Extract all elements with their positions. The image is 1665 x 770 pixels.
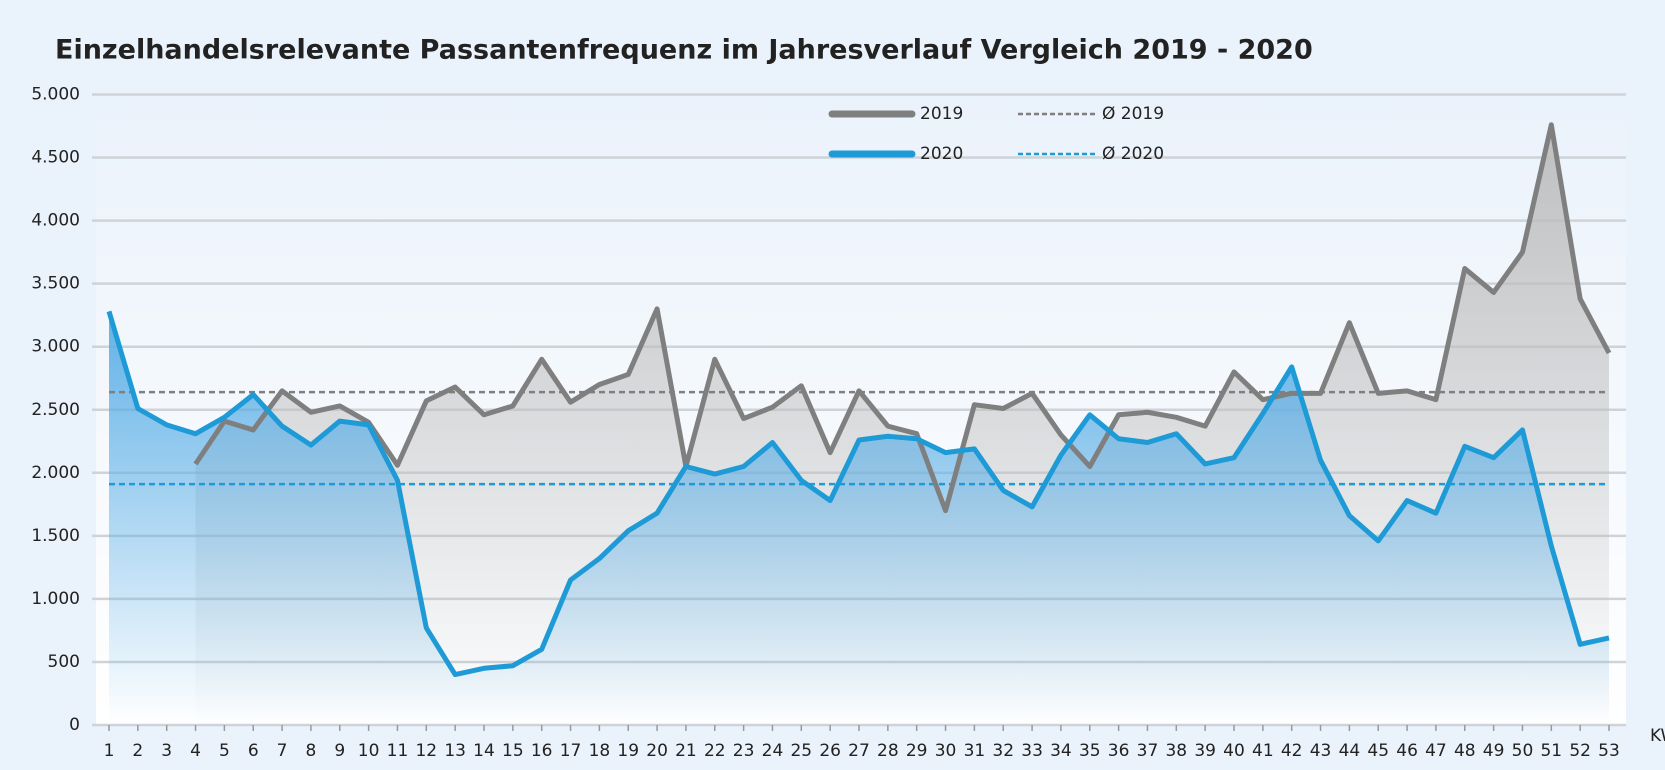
x-tick-label: 20: [646, 741, 668, 761]
x-tick-label: 32: [992, 741, 1014, 761]
x-tick-label: 52: [1569, 741, 1591, 761]
x-tick-label: 11: [387, 741, 409, 761]
legend-label: 2020: [920, 144, 963, 164]
x-tick-label: 13: [444, 741, 466, 761]
x-tick-label: 34: [1050, 741, 1072, 761]
y-tick-label: 4.000: [31, 211, 80, 231]
x-tick-label: 50: [1512, 741, 1534, 761]
x-tick-label: 21: [675, 741, 697, 761]
chart-title: Einzelhandelsrelevante Passantenfrequenz…: [55, 35, 1313, 66]
x-tick-label: 36: [1108, 741, 1130, 761]
x-tick-label: 33: [1021, 741, 1043, 761]
y-tick-label: 2.000: [31, 463, 80, 483]
x-tick-label: 45: [1367, 741, 1389, 761]
x-tick-label: 25: [790, 741, 812, 761]
x-tick-label: 27: [848, 741, 870, 761]
x-tick-label: 10: [358, 741, 380, 761]
x-tick-label: 41: [1252, 741, 1274, 761]
x-tick-label: 40: [1223, 741, 1245, 761]
x-tick-label: 2: [132, 741, 143, 761]
x-tick-label: 9: [334, 741, 345, 761]
x-tick-label: 7: [277, 741, 288, 761]
x-tick-label: 49: [1483, 741, 1505, 761]
x-tick-label: 4: [190, 741, 201, 761]
series-line: [193, 122, 1612, 514]
legend-label: Ø 2019: [1102, 104, 1164, 124]
legend-label: Ø 2020: [1102, 144, 1164, 164]
x-tick-label: 12: [415, 741, 437, 761]
x-tick-label: 43: [1310, 741, 1332, 761]
x-tick-label: 5: [219, 741, 230, 761]
x-tick-label: 15: [502, 741, 524, 761]
y-tick-label: 4.500: [31, 148, 80, 168]
y-tick-label: 500: [48, 652, 80, 672]
x-tick-label: 17: [560, 741, 582, 761]
series-line: [106, 310, 1610, 678]
x-tick-label: 53: [1598, 741, 1620, 761]
legend-label: 2019: [920, 104, 963, 124]
x-tick-label: 47: [1425, 741, 1447, 761]
x-tick-label: 35: [1079, 741, 1101, 761]
x-tick-label: 6: [248, 741, 259, 761]
x-tick-label: 1: [104, 741, 115, 761]
x-tick-label: 29: [906, 741, 928, 761]
x-tick-label: 22: [704, 741, 726, 761]
y-tick-label: 2.500: [31, 400, 80, 420]
x-tick-label: 38: [1165, 741, 1187, 761]
x-tick-label: 16: [531, 741, 553, 761]
x-tick-label: 23: [733, 741, 755, 761]
x-tick-label: 39: [1194, 741, 1216, 761]
x-tick-label: 3: [161, 741, 172, 761]
y-tick-label: 5.000: [31, 85, 80, 105]
x-tick-label: 26: [819, 741, 841, 761]
x-tick-label: 14: [473, 741, 495, 761]
x-tick-label: 28: [877, 741, 899, 761]
x-axis-label: KW: [1650, 726, 1665, 746]
series-area: [109, 311, 1609, 725]
x-tick-label: 48: [1454, 741, 1476, 761]
x-tick-label: 19: [617, 741, 639, 761]
x-tick-label: 30: [935, 741, 957, 761]
y-tick-label: 3.000: [31, 337, 80, 357]
x-tick-label: 37: [1137, 741, 1159, 761]
x-tick-label: 44: [1339, 741, 1361, 761]
x-tick-label: 31: [964, 741, 986, 761]
y-tick-label: 1.000: [31, 589, 80, 609]
x-tick-label: 8: [306, 741, 317, 761]
x-tick-label: 51: [1540, 741, 1562, 761]
x-tick-label: 24: [762, 741, 784, 761]
y-tick-label: 0: [69, 715, 80, 735]
x-tick-label: 18: [589, 741, 611, 761]
y-tick-label: 1.500: [31, 526, 80, 546]
x-tick-label: 46: [1396, 741, 1418, 761]
x-tick-label: 42: [1281, 741, 1303, 761]
y-tick-label: 3.500: [31, 274, 80, 294]
